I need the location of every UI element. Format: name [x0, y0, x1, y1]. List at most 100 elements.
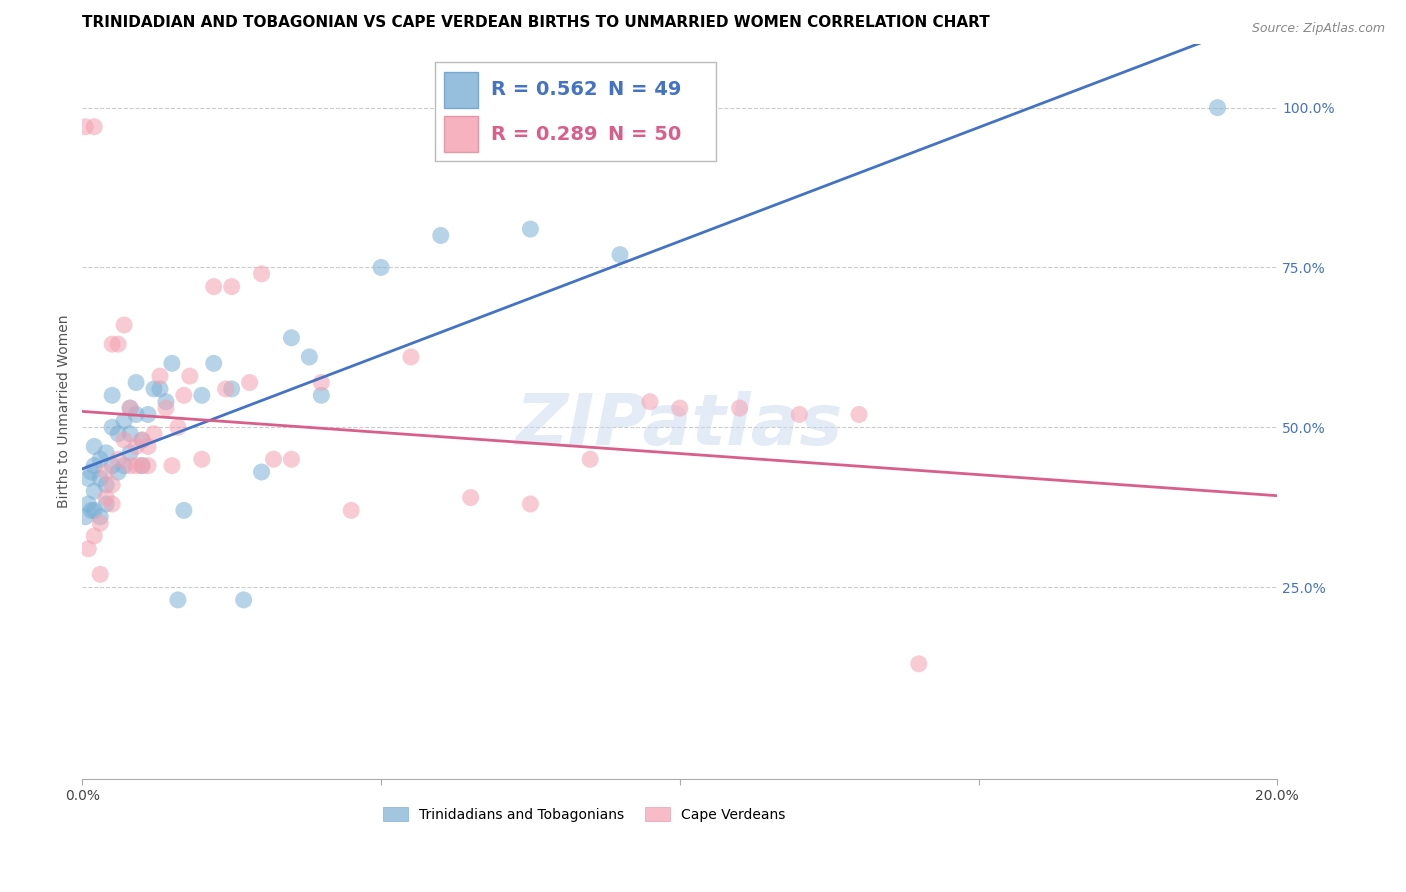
Point [89, 516, 111, 531]
Point [96, 465, 118, 479]
Point [191, 452, 214, 467]
Point [131, 433, 153, 447]
Point [77, 541, 100, 556]
Point [579, 452, 602, 467]
Point [143, 426, 166, 441]
Point [120, 426, 142, 441]
Point [728, 401, 751, 416]
Point [112, 433, 135, 447]
Point [460, 491, 482, 505]
Point [80, 465, 103, 479]
Point [101, 497, 124, 511]
Point [149, 382, 172, 396]
Point [77, 497, 100, 511]
Point [89, 509, 111, 524]
Point [125, 458, 148, 473]
Point [149, 369, 172, 384]
Point [519, 222, 541, 236]
Point [125, 376, 148, 390]
Point [75, 509, 97, 524]
Point [311, 376, 333, 390]
Point [232, 593, 254, 607]
Point [155, 394, 177, 409]
Text: TRINIDADIAN AND TOBAGONIAN VS CAPE VERDEAN BIRTHS TO UNMARRIED WOMEN CORRELATION: TRINIDADIAN AND TOBAGONIAN VS CAPE VERDE… [83, 15, 990, 30]
Point [107, 337, 129, 351]
Point [848, 408, 870, 422]
Point [107, 452, 129, 467]
Point [136, 408, 159, 422]
Point [1206, 101, 1229, 115]
Point [399, 350, 422, 364]
Point [107, 426, 129, 441]
Point [120, 401, 142, 416]
FancyBboxPatch shape [434, 62, 716, 161]
Point [125, 440, 148, 454]
Point [221, 279, 243, 293]
Point [340, 503, 363, 517]
Point [101, 458, 124, 473]
Point [131, 458, 153, 473]
Text: N = 50: N = 50 [607, 125, 682, 144]
Point [167, 593, 190, 607]
Point [83, 503, 105, 517]
Point [83, 440, 105, 454]
Point [609, 247, 631, 261]
Point [96, 478, 118, 492]
Point [160, 356, 183, 370]
Point [75, 120, 97, 134]
Point [120, 401, 142, 416]
Point [263, 452, 285, 467]
Point [370, 260, 392, 275]
Point [173, 388, 195, 402]
Point [638, 394, 661, 409]
Point [907, 657, 929, 671]
FancyBboxPatch shape [444, 72, 478, 108]
Point [179, 369, 201, 384]
Point [143, 382, 166, 396]
Point [120, 446, 142, 460]
Point [89, 471, 111, 485]
Y-axis label: Births to Unmarried Women: Births to Unmarried Women [58, 315, 72, 508]
Point [430, 228, 453, 243]
Text: Source: ZipAtlas.com: Source: ZipAtlas.com [1251, 22, 1385, 36]
Point [131, 433, 153, 447]
Point [298, 350, 321, 364]
Text: ZIPatlas: ZIPatlas [516, 392, 844, 460]
Point [202, 279, 225, 293]
Point [311, 388, 333, 402]
Point [101, 420, 124, 434]
Point [519, 497, 541, 511]
FancyBboxPatch shape [444, 117, 478, 152]
Point [160, 458, 183, 473]
Point [155, 401, 177, 416]
Point [280, 331, 302, 345]
Point [120, 458, 142, 473]
Point [131, 458, 153, 473]
Point [89, 567, 111, 582]
Point [96, 491, 118, 505]
Point [83, 120, 105, 134]
Point [280, 452, 302, 467]
Point [112, 318, 135, 332]
Point [173, 503, 195, 517]
Point [101, 478, 124, 492]
Text: R = 0.562: R = 0.562 [491, 80, 598, 100]
Point [250, 267, 273, 281]
Point [80, 503, 103, 517]
Point [112, 458, 135, 473]
Legend: Trinidadians and Tobagonians, Cape Verdeans: Trinidadians and Tobagonians, Cape Verde… [377, 801, 792, 827]
Point [96, 497, 118, 511]
Point [112, 414, 135, 428]
Point [136, 440, 159, 454]
Point [239, 376, 262, 390]
Point [77, 471, 100, 485]
Point [83, 529, 105, 543]
Point [202, 356, 225, 370]
Point [191, 388, 214, 402]
Point [101, 388, 124, 402]
Point [125, 408, 148, 422]
Point [167, 420, 190, 434]
Point [89, 452, 111, 467]
Point [787, 408, 810, 422]
Point [101, 337, 124, 351]
